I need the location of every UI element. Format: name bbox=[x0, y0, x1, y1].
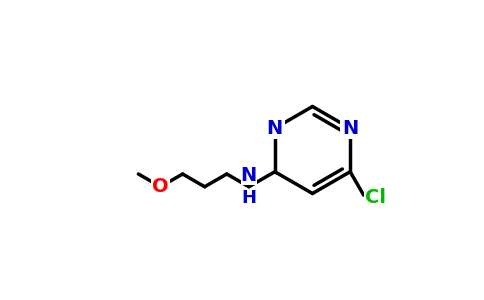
Text: H: H bbox=[242, 189, 257, 207]
Text: N: N bbox=[267, 119, 283, 138]
Text: N: N bbox=[241, 166, 257, 185]
Text: Cl: Cl bbox=[365, 188, 386, 207]
Text: O: O bbox=[152, 177, 169, 196]
Text: N: N bbox=[342, 119, 358, 138]
